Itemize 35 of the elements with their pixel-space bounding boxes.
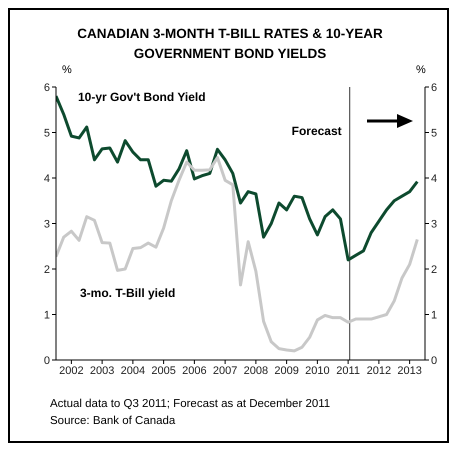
x-tick-label: 2003	[90, 364, 114, 377]
y-tick-label: 3	[44, 218, 50, 230]
source-note: Source: Bank of Canada	[50, 414, 176, 429]
x-tick-label: 2012	[366, 364, 392, 377]
y-tick-label: 6	[44, 82, 50, 94]
y2-tick-label: 2	[431, 264, 438, 276]
x-tick-label: 2009	[274, 364, 299, 377]
y-axis-title: %	[62, 64, 72, 76]
y2-tick-label: 6	[431, 82, 438, 94]
x-tick-label: 2011	[336, 364, 360, 377]
text: Actual data to Q3 2011; Forecast as at December 2011	[50, 397, 330, 412]
y-tick-label: 1	[44, 309, 50, 322]
x-tick-label: 2013	[397, 364, 422, 377]
y2-axis-title: %	[416, 64, 426, 76]
y-tick-label: 2	[44, 264, 50, 276]
x-tick-label: 2002	[59, 364, 84, 377]
text: 3-mo. T-Bill yield	[80, 286, 176, 300]
y-tick-label: 4	[44, 172, 50, 185]
chart-title: CANADIAN 3-MONTH T-BILL RATES & 10-YEAR GOVERNMENT BOND YIELDS	[76, 25, 384, 63]
x-tick-label: 2004	[120, 364, 146, 377]
y-tick-label: 5	[44, 127, 50, 140]
line-series	[56, 156, 419, 352]
ref-line-label: Forecast	[292, 124, 342, 138]
x-tick-label: 2007	[212, 364, 238, 377]
x-tick-label: 2008	[244, 364, 268, 377]
x-tick-label: 2006	[182, 364, 207, 377]
series-label: 10-yr Gov't Bond Yield	[78, 90, 206, 104]
y2-tick-label: 0	[431, 354, 438, 367]
x-tick-label: 2010	[305, 364, 330, 377]
y-tick-label: 0	[44, 354, 50, 367]
y2-tick-label: 4	[431, 172, 438, 185]
x-tick-label: 2005	[151, 364, 176, 377]
y2-tick-label: 3	[431, 218, 438, 230]
y2-tick-label: 5	[431, 127, 438, 140]
y2-tick-label: 1	[431, 309, 438, 322]
